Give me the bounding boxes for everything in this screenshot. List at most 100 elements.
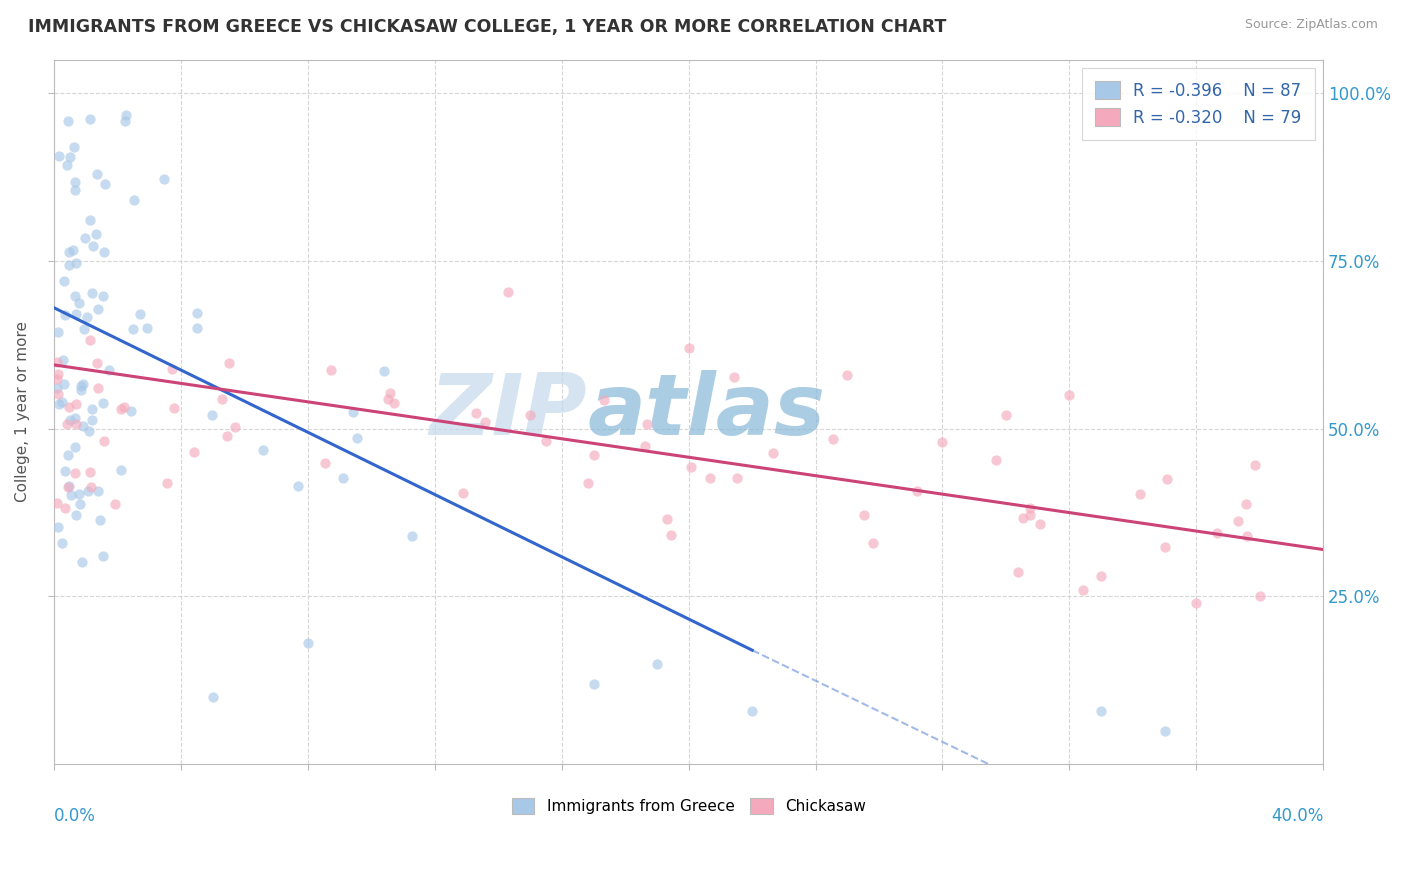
Point xyxy=(73,322,96,336)
Point xyxy=(73,230,96,244)
Point xyxy=(62,140,84,154)
Point xyxy=(87,302,110,317)
Point xyxy=(76,310,98,324)
Point xyxy=(104,497,127,511)
Point xyxy=(1019,500,1042,515)
Point xyxy=(321,363,343,377)
Point xyxy=(82,239,104,253)
Point xyxy=(1236,529,1258,543)
Point xyxy=(1244,458,1267,472)
Point xyxy=(378,386,401,401)
Point xyxy=(65,288,87,302)
Point xyxy=(373,364,395,378)
Point xyxy=(1090,569,1112,583)
Point xyxy=(122,193,145,207)
Point xyxy=(1234,497,1257,511)
Point xyxy=(1059,388,1081,402)
Point xyxy=(87,484,110,499)
Point xyxy=(576,476,599,491)
Point xyxy=(1206,526,1229,541)
Point xyxy=(89,513,111,527)
Point xyxy=(821,433,844,447)
Point xyxy=(655,512,678,526)
Point xyxy=(678,341,700,355)
Point xyxy=(62,243,84,257)
Point xyxy=(451,486,474,500)
Point xyxy=(69,383,91,397)
Point xyxy=(58,244,80,259)
Point xyxy=(79,465,101,479)
Point xyxy=(86,167,108,181)
Point xyxy=(1071,583,1094,598)
Point xyxy=(69,497,91,511)
Point xyxy=(46,355,69,369)
Point xyxy=(218,356,240,370)
Point xyxy=(51,395,73,409)
Point xyxy=(725,470,748,484)
Point xyxy=(65,411,87,425)
Point xyxy=(534,434,557,448)
Point xyxy=(474,415,496,429)
Point xyxy=(931,435,953,450)
Point xyxy=(1249,590,1271,604)
Point xyxy=(58,401,80,415)
Point xyxy=(1029,516,1052,531)
Point xyxy=(201,690,224,705)
Point xyxy=(82,401,104,416)
Point xyxy=(1090,704,1112,718)
Point xyxy=(65,466,87,480)
Point xyxy=(79,213,101,227)
Point xyxy=(76,483,98,498)
Point xyxy=(46,381,69,395)
Point xyxy=(58,479,80,493)
Point xyxy=(346,431,368,445)
Point xyxy=(1153,723,1175,738)
Point xyxy=(661,527,683,541)
Point xyxy=(67,295,90,310)
Point xyxy=(46,325,69,339)
Point xyxy=(186,321,208,335)
Point xyxy=(48,149,70,163)
Point xyxy=(93,244,115,259)
Text: 40.0%: 40.0% xyxy=(1271,806,1323,824)
Point xyxy=(56,448,79,462)
Point xyxy=(593,393,616,408)
Point xyxy=(332,470,354,484)
Point xyxy=(762,445,785,459)
Point xyxy=(634,439,657,453)
Point xyxy=(53,308,76,322)
Point xyxy=(110,402,132,417)
Point xyxy=(46,372,69,386)
Point xyxy=(163,401,186,416)
Point xyxy=(112,401,135,415)
Point xyxy=(136,320,159,334)
Point xyxy=(986,453,1008,467)
Point xyxy=(48,397,70,411)
Text: IMMIGRANTS FROM GREECE VS CHICKASAW COLLEGE, 1 YEAR OR MORE CORRELATION CHART: IMMIGRANTS FROM GREECE VS CHICKASAW COLL… xyxy=(28,18,946,36)
Point xyxy=(53,464,76,478)
Point xyxy=(741,704,763,718)
Text: ZIP: ZIP xyxy=(430,370,588,453)
Point xyxy=(56,417,79,431)
Point xyxy=(342,405,364,419)
Point xyxy=(1007,566,1029,580)
Point xyxy=(46,496,69,510)
Point xyxy=(645,657,668,671)
Point xyxy=(79,334,101,348)
Point xyxy=(91,549,114,563)
Point xyxy=(723,369,745,384)
Point xyxy=(56,158,79,172)
Point xyxy=(98,363,121,377)
Point xyxy=(252,442,274,457)
Point xyxy=(79,112,101,126)
Point xyxy=(93,396,115,410)
Point xyxy=(59,150,82,164)
Point xyxy=(1011,511,1033,525)
Point xyxy=(115,108,138,122)
Point xyxy=(862,536,884,550)
Point xyxy=(58,259,80,273)
Point xyxy=(1129,487,1152,501)
Point xyxy=(382,396,405,410)
Point xyxy=(87,381,110,395)
Point xyxy=(51,353,73,368)
